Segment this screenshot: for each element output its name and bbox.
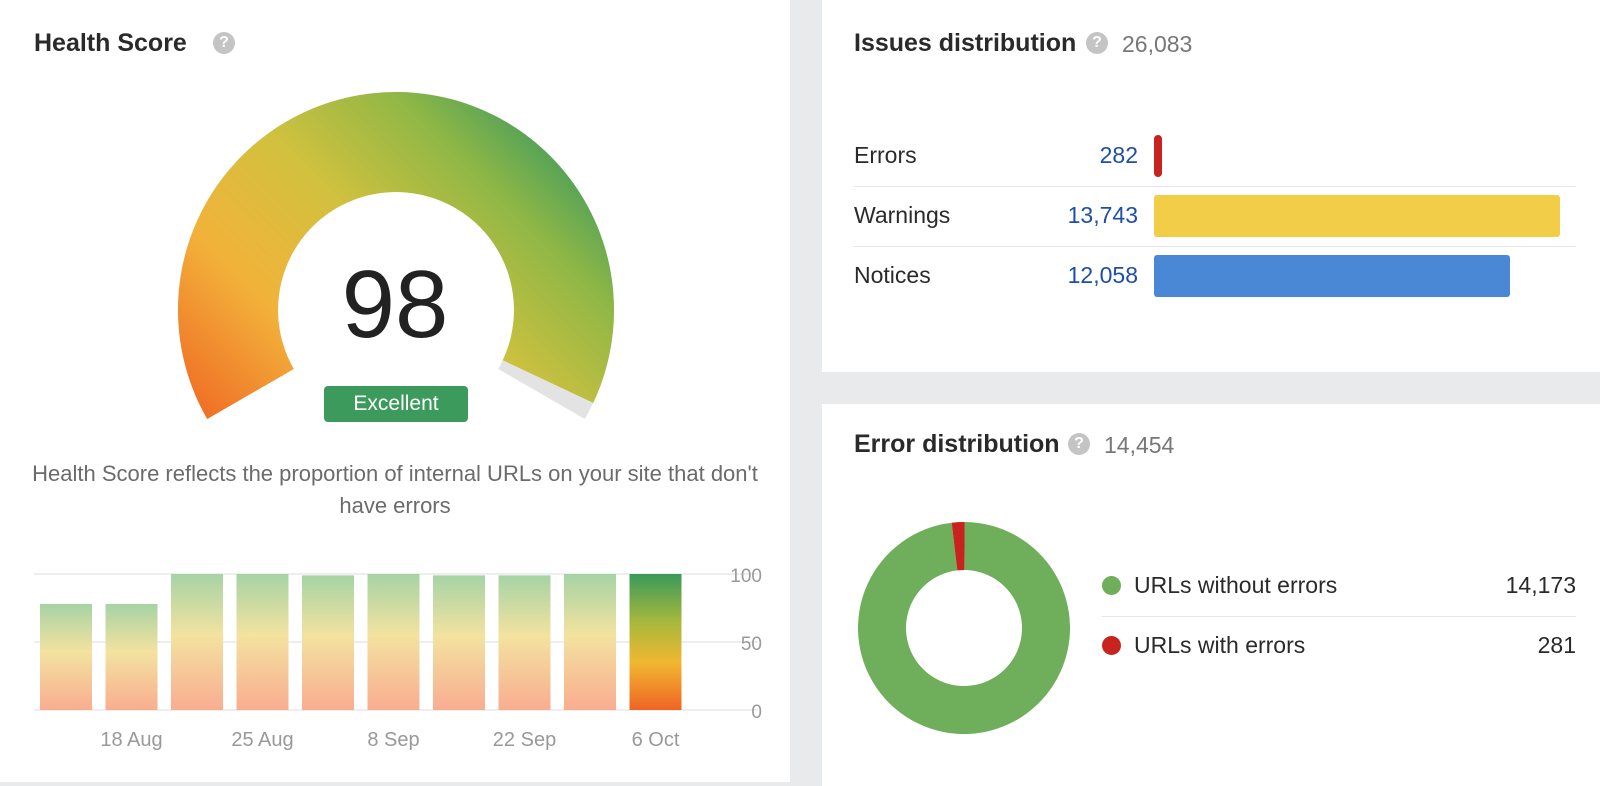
history-x-tick-label: 8 Sep: [367, 729, 419, 751]
issue-bar-errors[interactable]: [1154, 135, 1163, 177]
error-distribution-total: 14,454: [1104, 432, 1175, 458]
history-bar[interactable]: [367, 574, 420, 710]
history-y-tick-label: 0: [751, 702, 762, 723]
health-score-title: Health Score: [34, 29, 187, 57]
issue-label: Warnings: [854, 202, 951, 228]
history-x-tick-label: 18 Aug: [100, 729, 162, 751]
health-score-badge: Excellent: [324, 386, 468, 422]
issue-row-errors[interactable]: Errors 282: [854, 126, 1576, 187]
history-x-tick-label: 25 Aug: [231, 729, 293, 751]
legend-dot-red: [1102, 636, 1121, 655]
issue-label: Errors: [854, 142, 917, 168]
history-bar[interactable]: [433, 575, 485, 710]
error-distribution-donut: [858, 522, 1070, 734]
health-score-value: 98: [341, 251, 449, 358]
history-bar[interactable]: [564, 574, 616, 710]
issue-row-notices[interactable]: Notices 12,058: [854, 246, 1576, 306]
donut-slice-with-errors[interactable]: [951, 522, 965, 571]
legend-dot-green: [1102, 576, 1121, 595]
history-bar[interactable]: [498, 575, 551, 710]
history-x-tick-label: 6 Oct: [632, 729, 680, 751]
legend-label: URLs with errors: [1134, 632, 1306, 658]
issues-distribution-help-icon[interactable]: ?: [1086, 32, 1108, 54]
issue-count[interactable]: 12,058: [1067, 262, 1138, 288]
history-y-tick-label: 50: [741, 634, 762, 655]
issue-bar-notices[interactable]: [1154, 255, 1511, 297]
issue-bar-warnings[interactable]: [1154, 195, 1560, 237]
issues-distribution-panel: Issues distribution ? 26,083 Errors 282 …: [822, 0, 1600, 372]
health-score-panel: Health Score ? 98 Excellent Health Score…: [0, 0, 790, 782]
legend-value: 281: [1537, 632, 1576, 658]
history-x-tick-label: 22 Sep: [493, 729, 556, 751]
legend-value: 14,173: [1505, 572, 1576, 598]
donut-slice-without-errors[interactable]: [858, 522, 1070, 734]
legend-label: URLs without errors: [1134, 572, 1338, 598]
issue-count[interactable]: 282: [1099, 142, 1138, 168]
history-y-tick-label: 100: [730, 566, 762, 587]
history-bar[interactable]: [40, 603, 92, 710]
issue-label: Notices: [854, 262, 931, 288]
health-score-history-chart: 100 50 0 18 Aug 25 Aug 8 Sep 22 Sep 6 Oct: [34, 566, 762, 751]
error-distribution-title: Error distribution: [854, 430, 1060, 458]
gauge-fill: [177, 92, 614, 420]
legend-row-without-errors[interactable]: URLs without errors 14,173: [1102, 556, 1576, 617]
issues-distribution-title: Issues distribution: [854, 29, 1077, 57]
history-bar[interactable]: [105, 603, 158, 710]
history-bar[interactable]: [302, 575, 354, 710]
health-score-gauge: [177, 91, 614, 420]
history-bar[interactable]: [171, 574, 223, 710]
legend-row-with-errors[interactable]: URLs with errors 281: [1102, 616, 1576, 676]
issues-distribution-total: 26,083: [1122, 31, 1193, 57]
issue-row-warnings[interactable]: Warnings 13,743: [854, 186, 1576, 247]
issue-count[interactable]: 13,743: [1067, 202, 1138, 228]
health-score-description: Health Score reflects the proportion of …: [32, 461, 758, 518]
history-bar[interactable]: [629, 574, 682, 710]
error-distribution-panel: Error distribution ? 14,454 URLs without…: [822, 404, 1600, 786]
error-distribution-help-icon[interactable]: ?: [1068, 433, 1090, 455]
health-score-help-icon[interactable]: ?: [213, 32, 235, 54]
history-bar[interactable]: [236, 574, 289, 710]
